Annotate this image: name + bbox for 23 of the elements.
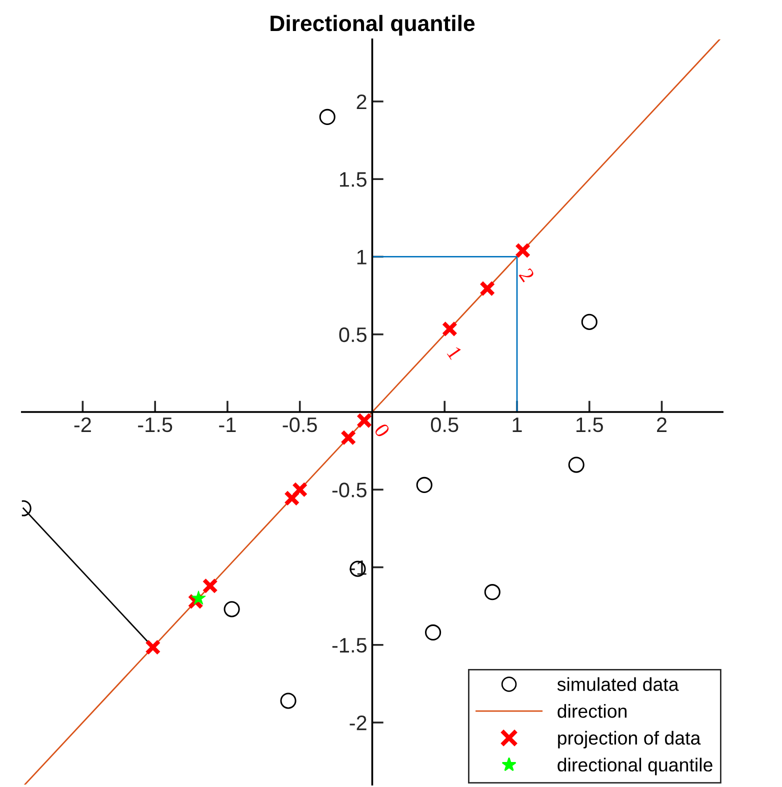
y-tick-label: -2 (350, 716, 366, 730)
legend-label: direction (558, 704, 627, 718)
x-tick-label: 1.5 (576, 418, 603, 432)
legend-label: directional quantile (558, 758, 712, 776)
x-tick-label: -1.5 (138, 418, 172, 432)
legend-label: simulated data (557, 677, 679, 691)
x-tick-label: -1 (219, 418, 236, 432)
x-tick-label: -2 (74, 417, 91, 432)
y-tick-label: 0.5 (339, 327, 366, 342)
chart-title: Directional quantile (270, 14, 475, 36)
y-tick-label: 1.5 (340, 172, 366, 187)
y-tick-label: 1 (357, 250, 366, 264)
y-tick-label: -0.5 (332, 482, 366, 498)
x-tick-label: -0.5 (282, 417, 317, 432)
y-tick-label: -1.5 (332, 638, 366, 653)
x-tick-label: 2 (657, 417, 667, 432)
annotation: 0 (374, 422, 390, 438)
x-tick-label: 1 (512, 418, 522, 432)
annotation: 1 (446, 346, 462, 360)
legend-label: projection of data (558, 730, 701, 748)
x-tick-label: 0.5 (430, 417, 458, 432)
y-tick-label: 2 (356, 94, 366, 110)
annotation: 2 (518, 268, 535, 282)
